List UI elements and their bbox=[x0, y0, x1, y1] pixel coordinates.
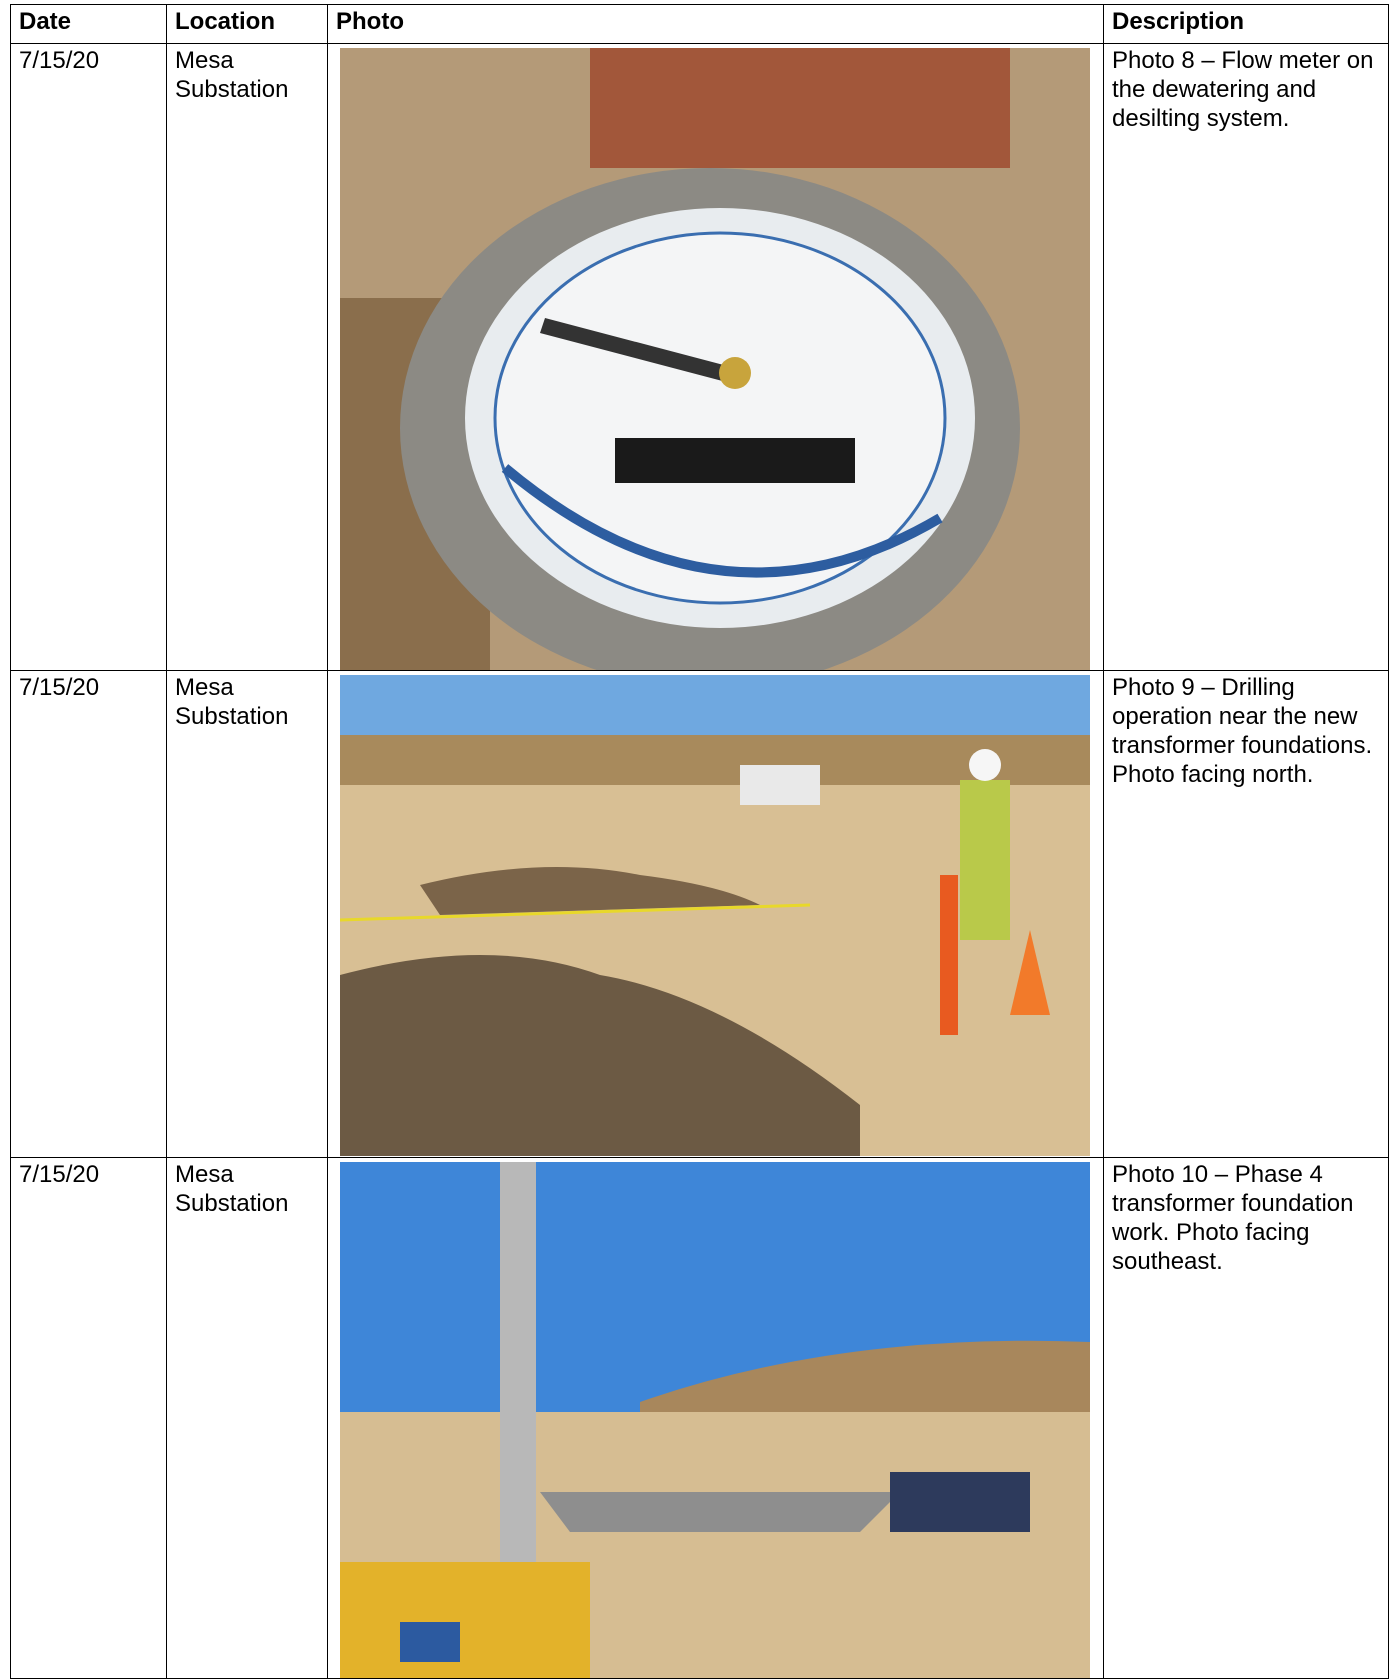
description: Photo 10 – Phase 4 transformer foundatio… bbox=[1103, 1157, 1389, 1679]
photo-cell bbox=[327, 670, 1104, 1158]
date: 7/15/20 bbox=[10, 43, 167, 671]
photo bbox=[340, 1162, 1090, 1678]
description: Photo 9 – Drilling operation near the ne… bbox=[1103, 670, 1389, 1158]
table-row: 7/15/20 Mesa Substation Photo 10 – Phase… bbox=[10, 1157, 1389, 1679]
date: 7/15/20 bbox=[10, 1157, 167, 1679]
photo-cell bbox=[327, 43, 1104, 671]
location: Mesa Substation bbox=[166, 43, 328, 671]
date: 7/15/20 bbox=[10, 670, 167, 1158]
header-cell: Date bbox=[10, 4, 167, 44]
photo-cell bbox=[327, 1157, 1104, 1679]
header-cell: Photo bbox=[327, 4, 1104, 44]
photo bbox=[340, 48, 1090, 670]
table-row: 7/15/20 Mesa Substation Photo 8 – Flow m… bbox=[10, 43, 1389, 671]
location: Mesa Substation bbox=[166, 1157, 328, 1679]
description: Photo 8 – Flow meter on the dewatering a… bbox=[1103, 43, 1389, 671]
table-row: 7/15/20 Mesa Substation Photo 9 – Drilli… bbox=[10, 670, 1389, 1158]
photo bbox=[340, 675, 1090, 1156]
page: Date Location Photo Description 7/15/20 … bbox=[10, 4, 1389, 1679]
header-cell: Location bbox=[166, 4, 328, 44]
photo-log-table: Date Location Photo Description 7/15/20 … bbox=[10, 4, 1389, 1679]
location: Mesa Substation bbox=[166, 670, 328, 1158]
header-row: Date Location Photo Description bbox=[10, 4, 1389, 44]
header-cell: Description bbox=[1103, 4, 1389, 44]
